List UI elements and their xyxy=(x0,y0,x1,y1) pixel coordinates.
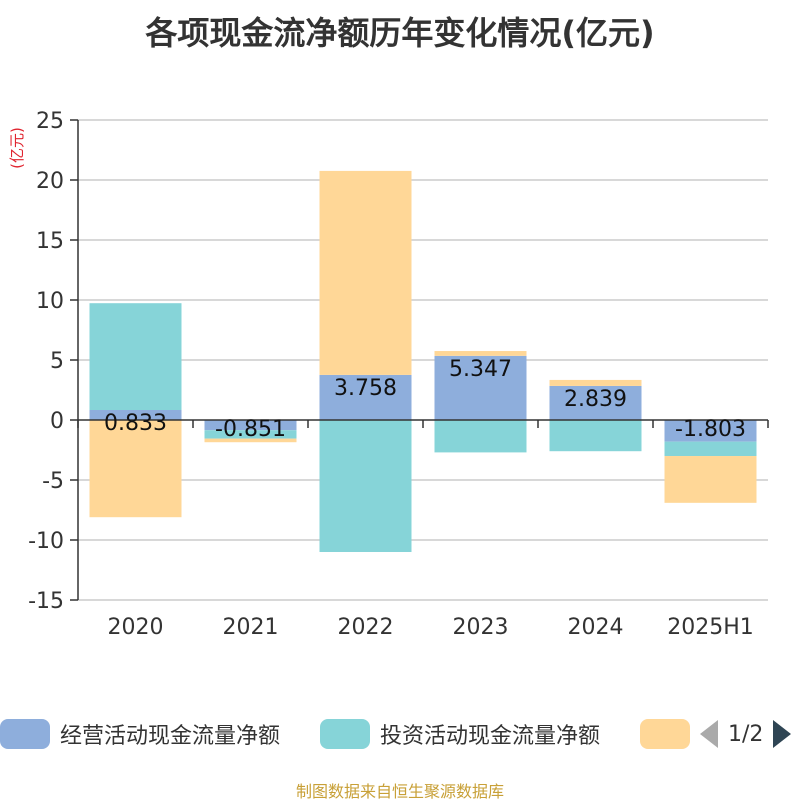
data-source-note: 制图数据来自恒生聚源数据库 xyxy=(295,782,504,801)
y-tick-label: 15 xyxy=(36,229,64,254)
x-tick-label: 2023 xyxy=(453,615,509,640)
legend-item-investing[interactable]: 投资活动现金流量净额 xyxy=(320,716,600,752)
y-tick-label: 20 xyxy=(36,169,64,194)
y-tick-label: 25 xyxy=(36,109,64,134)
legend-item-operating[interactable]: 经营活动现金流量净额 xyxy=(0,716,280,752)
grid-lines xyxy=(78,119,768,601)
bar-operating xyxy=(204,420,297,431)
bar-financing xyxy=(664,456,757,503)
axes: 25 20 15 10 5 0 -5 -10 -15 2020 2021 2022 2023 2024 20… xyxy=(28,109,769,640)
y-tick-label: 0 xyxy=(50,409,64,434)
chart-title: 各项现金流净额历年变化情况(亿元) xyxy=(145,14,655,52)
legend-swatch-operating xyxy=(0,719,50,749)
x-tick-label: 2025H1 xyxy=(667,615,754,640)
legend-pager: 1/2 xyxy=(700,718,792,750)
pager-page-text: 1/2 xyxy=(728,721,764,747)
data-label: 5.347 xyxy=(449,357,512,382)
pager-prev-arrow-icon[interactable] xyxy=(700,720,718,748)
x-tick-label: 2024 xyxy=(568,615,624,640)
legend: 经营活动现金流量净额 投资活动现金流量净额 1/2 xyxy=(0,716,800,756)
x-tick-label: 2020 xyxy=(108,615,164,640)
bar-financing xyxy=(319,170,412,375)
data-label: 3.758 xyxy=(334,376,397,401)
bar-financing xyxy=(549,379,642,386)
y-tick-label: 5 xyxy=(50,349,64,374)
bar-operating xyxy=(319,374,412,420)
legend-swatch-financing xyxy=(640,719,690,749)
x-tick-label: 2021 xyxy=(223,615,279,640)
bar-operating xyxy=(664,420,757,442)
bar-financing xyxy=(434,351,527,356)
bar-operating xyxy=(89,410,182,420)
y-tick-label: -5 xyxy=(42,469,64,494)
legend-label-investing: 投资活动现金流量净额 xyxy=(380,724,601,749)
bar-financing xyxy=(89,420,182,518)
value-labels: 0.833 -0.851 3.758 5.347 2.839 -1.803 xyxy=(104,357,746,442)
pager-next-arrow-icon[interactable] xyxy=(773,720,792,748)
legend-swatch-investing xyxy=(320,719,370,749)
data-label: 2.839 xyxy=(564,387,627,412)
bar-investing xyxy=(664,441,757,457)
legend-label-operating: 经营活动现金流量净额 xyxy=(60,724,281,749)
bar-marks xyxy=(89,170,757,552)
bar-investing xyxy=(319,420,412,552)
x-tick-label: 2022 xyxy=(338,615,394,640)
y-tick-label: 10 xyxy=(36,289,64,314)
y-tick-label: -15 xyxy=(28,589,64,614)
bar-investing xyxy=(204,430,297,439)
legend-item-financing[interactable] xyxy=(640,716,690,752)
data-label: 0.833 xyxy=(104,411,167,436)
data-label: -1.803 xyxy=(675,417,746,442)
bar-operating xyxy=(434,355,527,420)
bar-financing xyxy=(204,438,297,443)
bar-investing xyxy=(549,420,642,452)
bar-investing xyxy=(89,303,182,411)
bar-operating xyxy=(549,385,642,420)
y-tick-label: -10 xyxy=(28,529,64,554)
y-axis-unit-label: (亿元) xyxy=(8,127,26,169)
bar-investing xyxy=(434,420,527,453)
data-label: -0.851 xyxy=(215,417,286,442)
